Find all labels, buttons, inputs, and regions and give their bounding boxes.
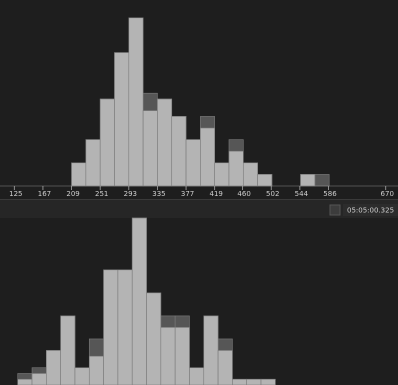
bar [117, 269, 133, 385]
x-tick-label: 419 [209, 190, 222, 198]
bar [146, 292, 162, 385]
bar [189, 367, 205, 385]
bar [203, 315, 219, 385]
bar [103, 269, 119, 385]
bar [142, 110, 158, 187]
x-tick-label: 125 [9, 190, 22, 198]
bar [242, 162, 258, 187]
bar [314, 174, 330, 187]
bar [217, 350, 233, 385]
bar [160, 327, 176, 385]
bar [260, 378, 276, 385]
bar [171, 116, 187, 187]
bar [114, 52, 130, 187]
x-tick-label: 251 [95, 190, 108, 198]
bar [71, 162, 87, 187]
bar [99, 98, 115, 187]
bar [31, 373, 47, 385]
bar [46, 350, 61, 385]
bar [128, 17, 144, 187]
x-tick-label: 335 [152, 190, 165, 198]
bar [88, 355, 104, 385]
x-tick-label: 502 [266, 190, 279, 198]
bar [131, 217, 147, 385]
bar [74, 367, 90, 385]
bar [60, 315, 76, 385]
bar [257, 174, 273, 187]
bar [300, 174, 316, 187]
x-tick-label: 586 [323, 190, 337, 198]
bar [17, 378, 33, 385]
separator-line [0, 199, 398, 200]
bar [174, 327, 190, 385]
bar [185, 139, 201, 187]
x-tick-label: 377 [181, 190, 194, 198]
x-tick-label: 209 [66, 190, 79, 198]
icon-button[interactable] [329, 204, 341, 216]
x-tick-label: 293 [124, 190, 137, 198]
separator [0, 200, 398, 218]
x-tick-label: 670 [381, 190, 394, 198]
x-tick-label: 460 [237, 190, 250, 198]
bar [228, 150, 244, 187]
bar [85, 139, 101, 187]
x-tick-label: 544 [295, 190, 309, 198]
timestamp-box [343, 204, 398, 216]
bar [232, 378, 248, 385]
bar [214, 162, 230, 187]
bar [200, 127, 215, 187]
x-tick-label: 167 [38, 190, 51, 198]
bar [157, 98, 173, 187]
bar [246, 378, 262, 385]
timestamp: 05:05:00.325 [347, 207, 394, 215]
